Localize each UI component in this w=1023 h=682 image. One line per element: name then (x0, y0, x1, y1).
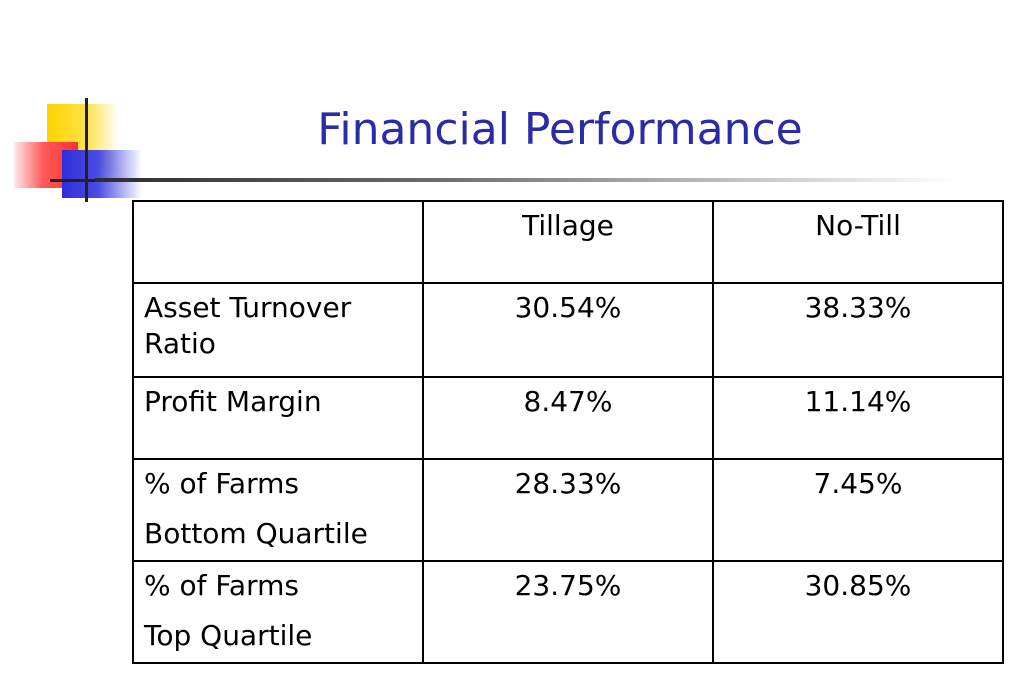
corner-logo-icon (0, 0, 150, 210)
cell-tillage: 30.54% (422, 282, 714, 378)
row-label-line: Top Quartile (144, 619, 313, 652)
table-header-row: Tillage No-Till (132, 200, 1004, 284)
row-label: Profit Margin (132, 376, 424, 460)
row-label-line: Asset Turnover (144, 291, 352, 324)
cell-tillage: 8.47% (422, 376, 714, 460)
financial-performance-table: Tillage No-Till Asset Turnover Ratio 30.… (132, 200, 1004, 664)
slide-title: Financial Performance (317, 104, 803, 155)
cell-no-till: 7.45% (712, 458, 1004, 562)
table-row: Asset Turnover Ratio 30.54% 38.33% (132, 282, 1004, 378)
table-row: % of Farms Top Quartile 23.75% 30.85% (132, 560, 1004, 664)
row-label: % of Farms Top Quartile (132, 560, 424, 664)
header-cell-no-till: No-Till (712, 200, 1004, 284)
cell-tillage: 23.75% (422, 560, 714, 664)
row-label: % of Farms Bottom Quartile (132, 458, 424, 562)
row-label-line: Profit Margin (144, 385, 322, 418)
cell-no-till: 11.14% (712, 376, 1004, 460)
cell-no-till: 30.85% (712, 560, 1004, 664)
logo-blue-square (62, 150, 142, 198)
logo-vertical-line (85, 98, 88, 202)
header-cell-tillage: Tillage (422, 200, 714, 284)
row-label-line: Bottom Quartile (144, 517, 368, 550)
row-label-line: % of Farms (144, 467, 299, 500)
table-row: % of Farms Bottom Quartile 28.33% 7.45% (132, 458, 1004, 562)
cell-no-till: 38.33% (712, 282, 1004, 378)
cell-tillage: 28.33% (422, 458, 714, 562)
row-label: Asset Turnover Ratio (132, 282, 424, 378)
row-label-line: % of Farms (144, 569, 299, 602)
header-cell-empty (132, 200, 424, 284)
row-label-line: Ratio (144, 327, 216, 360)
title-divider (95, 178, 955, 182)
logo-horizontal-line (50, 179, 98, 182)
table-row: Profit Margin 8.47% 11.14% (132, 376, 1004, 460)
